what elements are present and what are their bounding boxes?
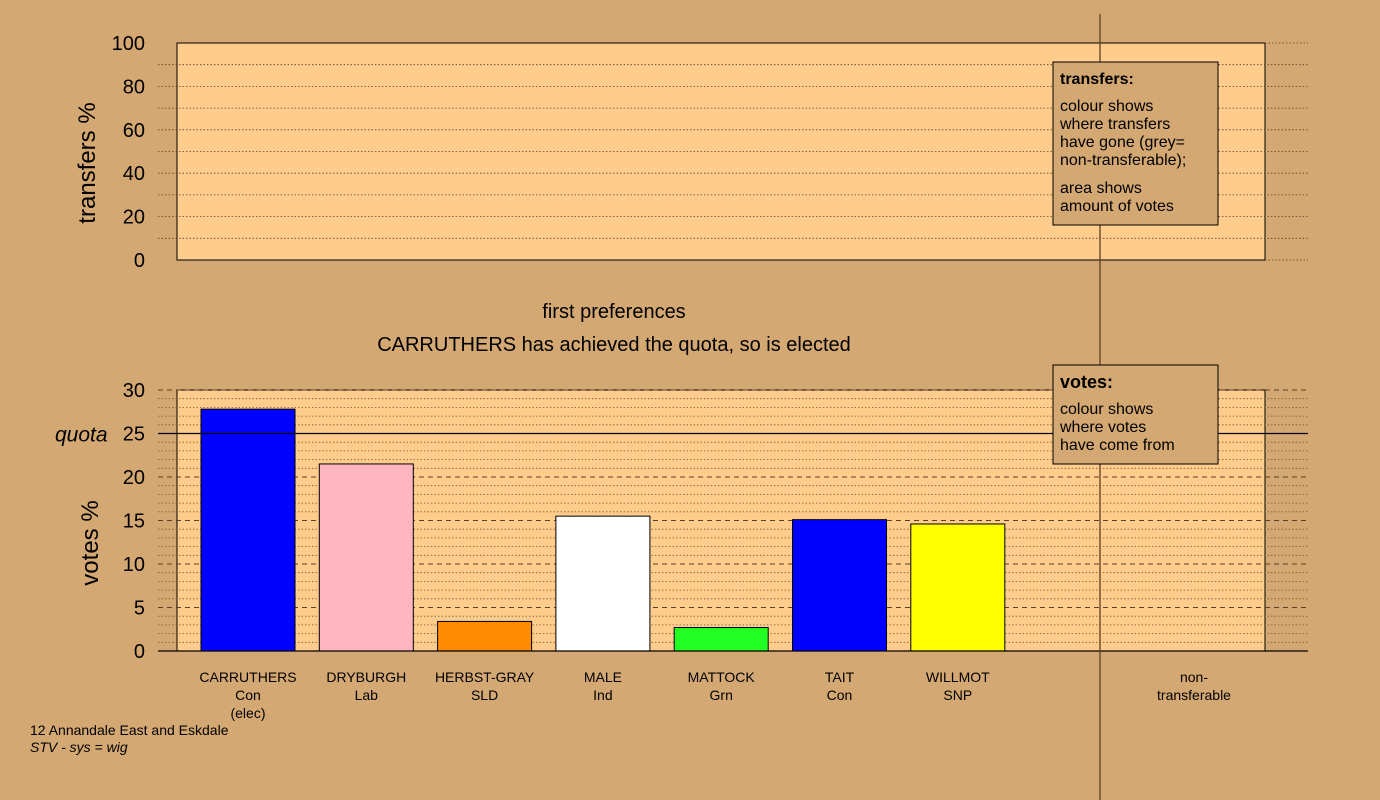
bar-tait xyxy=(792,519,887,652)
votes-bars xyxy=(200,408,1006,652)
candidate-label: WILLMOT xyxy=(926,669,990,685)
transfers-y-ticks: 0 20 40 60 80 100 xyxy=(112,33,145,272)
transfers-y-tick-label: 20 xyxy=(123,207,145,229)
transfers-gridlines xyxy=(158,42,1308,261)
transfers-legend-line: non-transferable); xyxy=(1060,152,1186,169)
candidate-label: Grn xyxy=(710,687,733,703)
transfers-y-tick-label: 0 xyxy=(134,250,145,272)
transfers-legend-line: area shows xyxy=(1060,180,1142,197)
bar-male xyxy=(555,515,651,652)
votes-y-tick-label: 20 xyxy=(123,467,145,489)
votes-legend-title: votes: xyxy=(1060,372,1113,392)
votes-y-tick-label: 25 xyxy=(123,424,145,446)
candidate-label: CARRUTHERS xyxy=(199,669,296,685)
bar-herbst-gray xyxy=(437,620,533,652)
bar-carruthers xyxy=(200,408,296,652)
status-message: CARRUTHERS has achieved the quota, so is… xyxy=(377,334,851,356)
candidate-label: SNP xyxy=(943,687,972,703)
votes-category-labels: CARRUTHERS Con (elec) DRYBURGH Lab HERBST-GRA… xyxy=(199,669,990,721)
transfers-y-tick-label: 60 xyxy=(123,120,145,142)
candidate-label: Ind xyxy=(593,687,612,703)
nontransferable-label-line2: transferable xyxy=(1157,687,1231,703)
votes-legend: votes: colour shows where votes have com… xyxy=(1052,364,1219,465)
bar-willmot xyxy=(910,523,1006,652)
transfers-legend-line: colour shows xyxy=(1060,98,1153,115)
voting-system: STV - sys = wig xyxy=(30,739,128,755)
votes-legend-line: have come from xyxy=(1060,437,1175,454)
transfers-y-tick-label: 80 xyxy=(123,76,145,98)
candidate-label: Lab xyxy=(355,687,379,703)
candidate-label: DRYBURGH xyxy=(326,669,406,685)
votes-y-ticks: 0 5 10 15 20 25 30 xyxy=(123,380,145,663)
votes-y-tick-label: 30 xyxy=(123,380,145,402)
transfers-legend-title: transfers: xyxy=(1060,71,1134,88)
transfers-legend-line: have gone (grey= xyxy=(1060,134,1185,151)
transfers-legend-line: where transfers xyxy=(1059,116,1170,133)
candidate-label: Con xyxy=(827,687,853,703)
transfers-legend-line: amount of votes xyxy=(1060,198,1174,215)
votes-legend-line: colour shows xyxy=(1060,401,1153,418)
candidate-label: (elec) xyxy=(230,705,265,721)
votes-y-axis-label: votes % xyxy=(77,500,104,585)
votes-y-tick-label: 15 xyxy=(123,511,145,533)
candidate-label: MALE xyxy=(584,669,622,685)
bar-dryburgh xyxy=(318,463,414,652)
votes-y-tick-label: 0 xyxy=(134,641,145,663)
ward-name: 12 Annandale East and Eskdale xyxy=(30,722,229,738)
candidate-label: SLD xyxy=(471,687,498,703)
stage-heading: first preferences xyxy=(542,301,685,323)
votes-y-tick-label: 10 xyxy=(123,554,145,576)
transfers-legend: transfers: colour shows where transfers … xyxy=(1052,61,1219,226)
bar-mattock xyxy=(673,627,769,652)
votes-y-tick-label: 5 xyxy=(134,598,145,620)
transfers-y-tick-label: 40 xyxy=(123,163,145,185)
candidate-label: HERBST-GRAY xyxy=(435,669,535,685)
votes-legend-line: where votes xyxy=(1059,419,1146,436)
nontransferable-label-line1: non- xyxy=(1180,669,1208,685)
quota-label: quota xyxy=(55,424,108,447)
candidate-label: TAIT xyxy=(825,669,855,685)
candidate-label: MATTOCK xyxy=(688,669,756,685)
candidate-label: Con xyxy=(235,687,261,703)
transfers-y-tick-label: 100 xyxy=(112,33,145,55)
transfers-y-axis-label: transfers % xyxy=(74,102,101,223)
